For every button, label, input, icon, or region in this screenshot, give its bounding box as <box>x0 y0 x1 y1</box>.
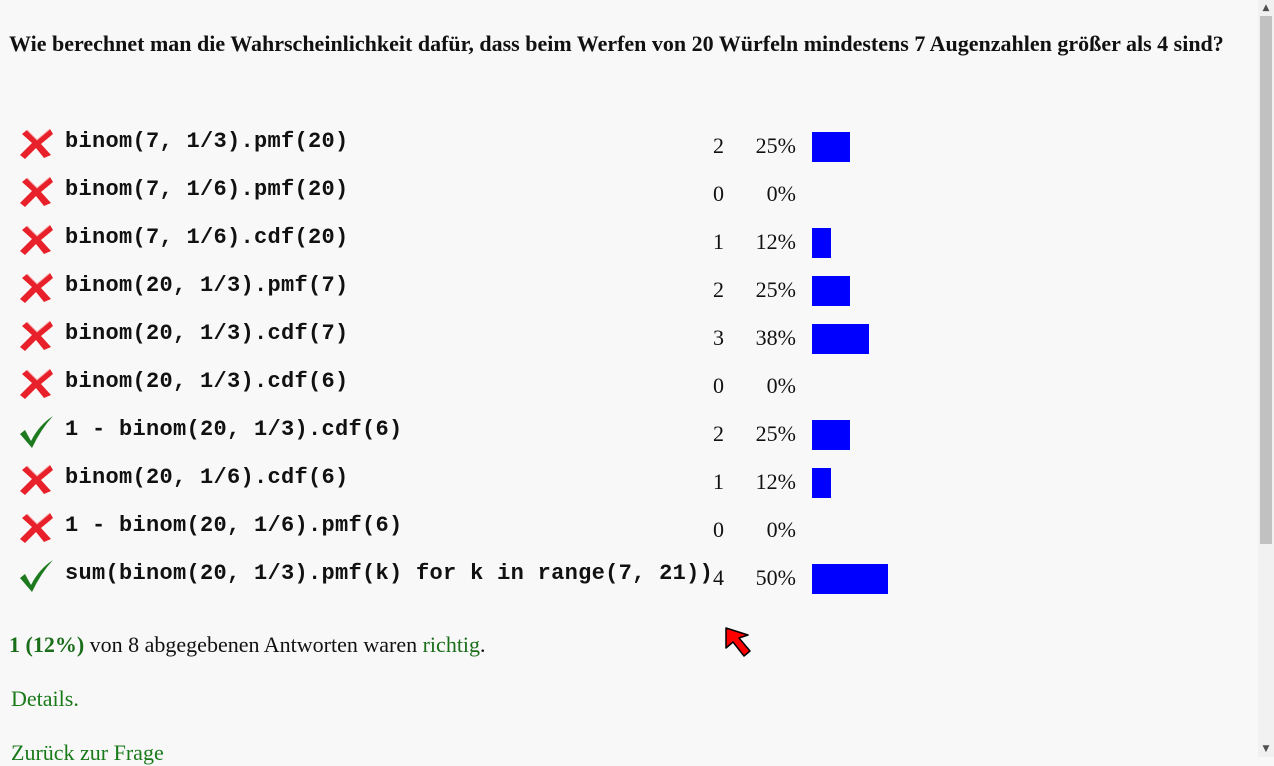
cross-icon <box>17 125 55 163</box>
check-icon <box>17 413 55 451</box>
answer-text: 1 - binom(20, 1/6).pmf(6) <box>65 513 403 538</box>
answer-bar <box>812 276 850 306</box>
answer-count: 0 <box>713 517 724 542</box>
answer-text: binom(7, 1/3).pmf(20) <box>65 129 349 154</box>
mouse-pointer-icon <box>724 626 760 660</box>
correct-stat: 1 (12%) <box>9 632 85 657</box>
summary-correct-word: richtig <box>422 632 481 657</box>
cross-icon <box>17 173 55 211</box>
answer-percent: 12% <box>755 229 796 254</box>
answer-percent: 38% <box>755 325 796 350</box>
vertical-scrollbar[interactable]: ▲ ▼ <box>1258 0 1274 757</box>
answer-row: binom(20, 1/6).cdf(6) 1 12% <box>0 459 1000 507</box>
results-page: Wie berechnet man die Wahrscheinlichkeit… <box>0 31 1224 765</box>
answer-count: 2 <box>713 277 724 302</box>
cross-icon <box>17 509 55 547</box>
details-link[interactable]: Details. <box>11 686 79 711</box>
scrollbar-thumb[interactable] <box>1260 16 1272 544</box>
answer-text: sum(binom(20, 1/3).pmf(k) for k in range… <box>65 561 714 586</box>
question-text: Wie berechnet man die Wahrscheinlichkeit… <box>9 31 1224 56</box>
answer-row: binom(20, 1/3).pmf(7) 2 25% <box>0 267 1000 315</box>
answer-percent: 0% <box>766 181 796 206</box>
answer-row: sum(binom(20, 1/3).pmf(k) for k in range… <box>0 555 1000 603</box>
cross-icon <box>17 221 55 259</box>
result-summary: 1 (12%) von 8 abgegebenen Antworten ware… <box>9 632 486 658</box>
answer-count: 0 <box>713 181 724 206</box>
answer-text: binom(7, 1/6).cdf(20) <box>65 225 349 250</box>
cross-icon <box>17 269 55 307</box>
answer-bar <box>812 132 850 162</box>
answer-count: 1 <box>713 229 724 254</box>
answer-percent: 25% <box>755 277 796 302</box>
answer-text: binom(7, 1/6).pmf(20) <box>65 177 349 202</box>
answer-bar <box>812 228 831 258</box>
answer-count: 2 <box>713 133 724 158</box>
answer-text: 1 - binom(20, 1/3).cdf(6) <box>65 417 403 442</box>
check-icon <box>17 557 55 595</box>
answer-percent: 0% <box>766 373 796 398</box>
answer-count: 4 <box>713 565 724 590</box>
cross-icon <box>17 365 55 403</box>
answer-row: binom(20, 1/3).cdf(6) 0 0% <box>0 363 1000 411</box>
scroll-down-icon[interactable]: ▼ <box>1262 744 1270 754</box>
answer-row: binom(7, 1/3).pmf(20) 2 25% <box>0 123 1000 171</box>
answer-row: binom(7, 1/6).pmf(20) 0 0% <box>0 171 1000 219</box>
answer-count: 0 <box>713 373 724 398</box>
answer-bar <box>812 564 888 594</box>
answer-percent: 0% <box>766 517 796 542</box>
summary-text: von 8 abgegebenen Antworten waren <box>84 632 423 657</box>
answer-percent: 12% <box>755 469 796 494</box>
answer-count: 2 <box>713 421 724 446</box>
answer-count: 3 <box>713 325 724 350</box>
answer-bar <box>812 468 831 498</box>
answer-row: binom(7, 1/6).cdf(20) 1 12% <box>0 219 1000 267</box>
answer-row: 1 - binom(20, 1/3).cdf(6) 2 25% <box>0 411 1000 459</box>
answer-text: binom(20, 1/3).cdf(6) <box>65 369 349 394</box>
answer-text: binom(20, 1/3).pmf(7) <box>65 273 349 298</box>
summary-end: . <box>480 632 486 657</box>
answer-bar <box>812 420 850 450</box>
answer-text: binom(20, 1/6).cdf(6) <box>65 465 349 490</box>
answer-percent: 25% <box>755 421 796 446</box>
answer-row: binom(20, 1/3).cdf(7) 3 38% <box>0 315 1000 363</box>
back-to-question-link[interactable]: Zurück zur Frage <box>11 740 164 765</box>
answer-row: 1 - binom(20, 1/6).pmf(6) 0 0% <box>0 507 1000 555</box>
cross-icon <box>17 461 55 499</box>
answer-percent: 50% <box>755 565 796 590</box>
answer-percent: 25% <box>755 133 796 158</box>
answer-count: 1 <box>713 469 724 494</box>
answer-bar <box>812 324 869 354</box>
cross-icon <box>17 317 55 355</box>
answer-text: binom(20, 1/3).cdf(7) <box>65 321 349 346</box>
scroll-up-icon[interactable]: ▲ <box>1262 3 1270 13</box>
